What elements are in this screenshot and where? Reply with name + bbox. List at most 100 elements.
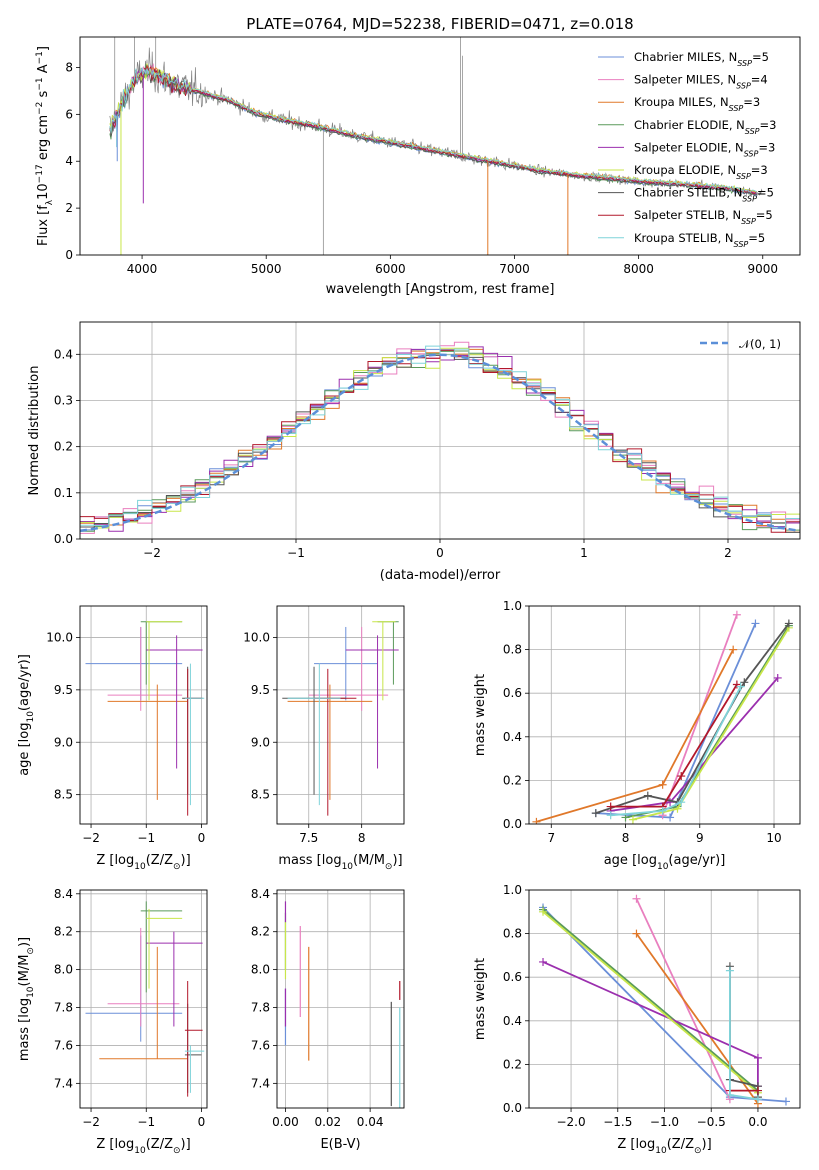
x-tick-label: 8 [358, 831, 366, 845]
x-tick-label: 6000 [375, 262, 406, 276]
residual-histogram-panel: −2 −1 0 1 2 0.0 0.1 0.2 0.3 0.4 (data-model)/error… [27, 321, 801, 583]
y-tick-label: 8.2 [251, 925, 270, 939]
axes-frame [79, 321, 801, 540]
x-tick-label: 0.02 [314, 1115, 341, 1129]
x-tick-label: 0.04 [357, 1115, 384, 1129]
x-tick-label: 8000 [623, 262, 654, 276]
plot-area [85, 901, 205, 1097]
x-tick-label: −1 [137, 1115, 155, 1129]
y-tick-label: 8.4 [251, 887, 270, 901]
x-axis-label: (data-model)/error [380, 568, 501, 583]
y-tick-label: 9.5 [54, 683, 73, 697]
y-tick-label: 1.0 [503, 883, 522, 897]
x-tick-label: −1.0 [650, 1115, 679, 1129]
y-tick-label: 0.4 [503, 730, 522, 744]
y-tick-label: 9.0 [251, 735, 270, 749]
mw-age-marker-chabrier-stelib [591, 809, 600, 818]
mw-age-marker-chabrier-stelib [784, 619, 793, 628]
y-tick-label: 10.0 [46, 630, 73, 644]
y-axis-label: mass [log10(M/M⊙)] [17, 937, 36, 1061]
y-tick-label: 0.0 [503, 1101, 522, 1115]
y-tick-label: 7.4 [251, 1076, 270, 1090]
y-tick-label: 7.8 [54, 1001, 73, 1015]
y-axis-label: mass weight [473, 674, 488, 756]
x-tick-label: −2 [143, 546, 161, 560]
mw-age-marker-salpeter-miles [732, 610, 741, 619]
y-tick-label: 9.5 [251, 683, 270, 697]
y-tick-label: 7.4 [54, 1076, 73, 1090]
x-tick-label: 7.5 [299, 831, 318, 845]
axes-frame [276, 889, 405, 1109]
mw-z-marker-salpeter-elodie [539, 957, 548, 966]
x-tick-label: −0.5 [697, 1115, 726, 1129]
y-tick-label: 8.4 [54, 887, 73, 901]
age-vs-metallicity-panel: −2 −1 0 8.5 9.0 9.5 10.0 Z [log10(Z/Z⊙)] age [lo… [17, 605, 208, 872]
mw-z-marker-salpeter-stelib [753, 1086, 762, 1095]
x-tick-label: 2 [724, 546, 732, 560]
x-axis-label: Z [log10(Z/Z⊙)] [617, 1137, 711, 1156]
mw-age-marker-salpeter-elodie [773, 673, 782, 682]
x-tick-label: 7000 [499, 262, 530, 276]
y-axis-label: age [log10(age/yr)] [17, 654, 36, 776]
x-tick-label: 0 [198, 831, 206, 845]
spectrum-panel: 4000 5000 6000 7000 8000 9000 0 2 4 6 8 wavelength … [35, 36, 801, 297]
y-tick-label: 8.5 [54, 788, 73, 802]
y-tick-label: 8.5 [251, 788, 270, 802]
x-tick-label: −2.0 [556, 1115, 585, 1129]
mw-age-marker-salpeter-stelib [677, 772, 686, 781]
legend-label-salpeter-stelib: Salpeter STELIB, NSSP=5 [634, 208, 773, 226]
x-tick-label: 0.00 [272, 1115, 299, 1129]
legend-label-normal: 𝒩(0, 1) [739, 337, 781, 351]
y-tick-label: 0.0 [503, 817, 522, 831]
y-tick-label: 0.6 [503, 686, 522, 700]
mass-vs-ebv-panel: 0.00 0.02 0.04 7.4 7.6 7.8 8.0 8.2 8.4 E(B-V) [251, 887, 405, 1152]
plot-area [532, 610, 793, 824]
plot-area [109, 37, 763, 255]
plot-area [284, 901, 401, 1108]
x-tick-label: −2 [82, 831, 100, 845]
legend-label-chabrier-miles: Chabrier MILES, NSSP=5 [634, 50, 769, 68]
y-tick-label: 0 [65, 248, 73, 262]
plot-area [539, 894, 790, 1108]
x-tick-label: 0.0 [748, 1115, 767, 1129]
model-line-chabrier-stelib [109, 68, 757, 196]
mw-age-marker-salpeter-elodie [666, 798, 675, 807]
x-axis-label: wavelength [Angstrom, rest frame] [326, 282, 555, 297]
y-axis-label: Normed distribution [27, 366, 42, 496]
mass-vs-metallicity-panel: −2 −1 0 7.4 7.6 7.8 8.0 8.2 8.4 Z [log10(Z/Z⊙)] ma… [17, 887, 208, 1156]
mw-age-marker-kroupa-elodie [628, 815, 637, 824]
legend-label-kroupa-stelib: Kroupa STELIB, NSSP=5 [634, 231, 765, 249]
mass-weight-vs-age-panel: 7 8 9 10 0.0 0.2 0.4 0.6 0.8 1.0 age [log10(age/yr… [473, 599, 801, 872]
y-tick-label: 8.0 [54, 963, 73, 977]
mw-z-marker-kroupa-miles [632, 929, 641, 938]
mass-weight-vs-metallicity-panel: −2.0 −1.5 −1.0 −0.5 0.0 0.0 0.2 0.4 0.6 0.8 1.0 Z [… [473, 883, 801, 1156]
x-axis-label: Z [log10(Z/Z⊙)] [96, 853, 190, 872]
mw-z-marker-kroupa-stelib [753, 1095, 762, 1104]
x-tick-label: 5000 [251, 262, 282, 276]
mw-z-marker-salpeter-elodie [753, 1053, 762, 1062]
y-tick-label: 0.4 [54, 347, 73, 361]
figure-title: PLATE=0764, MJD=52238, FIBERID=0471, z=0… [246, 15, 633, 33]
y-tick-label: 0.3 [54, 393, 73, 407]
x-axis-label: mass [log10(M/M⊙)] [278, 853, 402, 872]
mw-age-marker-kroupa-miles [729, 645, 738, 654]
mw-age-line-kroupa-stelib [610, 686, 742, 817]
mw-z-line-chabrier-elodie [542, 908, 759, 1092]
axes-frame [79, 36, 801, 256]
y-tick-label: 0.8 [503, 643, 522, 657]
mw-age-marker-chabrier-stelib [643, 791, 652, 800]
plot-area [282, 621, 399, 816]
y-tick-label: 0.1 [54, 486, 73, 500]
x-tick-label: 7 [547, 831, 555, 845]
axes-frame [79, 889, 208, 1109]
plot-area [80, 341, 800, 535]
legend-label-kroupa-miles: Kroupa MILES, NSSP=3 [634, 95, 760, 113]
mw-age-marker-kroupa-stelib [736, 682, 745, 691]
x-tick-label: 9 [696, 831, 704, 845]
mw-age-marker-chabrier-stelib [740, 678, 749, 687]
legend-label-salpeter-miles: Salpeter MILES, NSSP=4 [634, 73, 768, 91]
x-tick-label: 10 [766, 831, 781, 845]
y-tick-label: 8 [65, 60, 73, 74]
y-tick-label: 0.2 [503, 773, 522, 787]
